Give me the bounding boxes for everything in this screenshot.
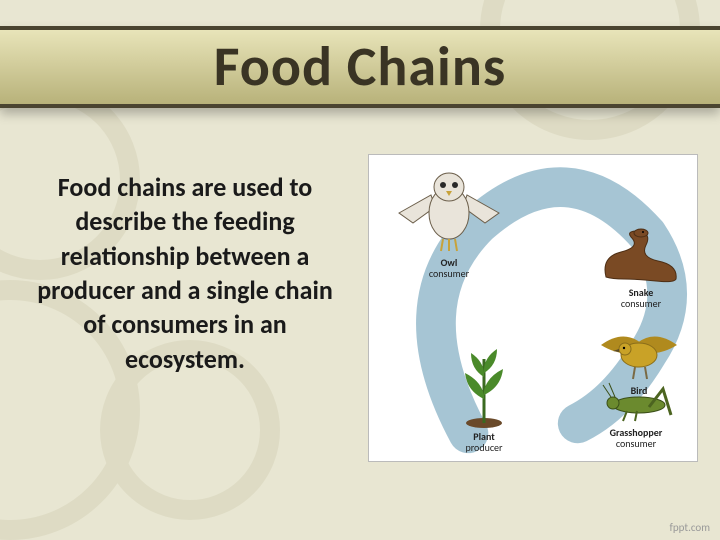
footer-credit: fppt.com xyxy=(670,521,710,534)
title-band: Food Chains xyxy=(0,26,720,108)
organism-owl: Owl consumer xyxy=(379,165,519,279)
body-area: Food chains are used to describe the fee… xyxy=(0,150,720,510)
owl-role: consumer xyxy=(379,268,519,279)
snake-icon xyxy=(596,227,686,285)
body-text: Food chains are used to describe the fee… xyxy=(0,150,360,510)
diagram-column: Owl consumer Snake consumer xyxy=(360,150,720,510)
snake-role: consumer xyxy=(591,298,691,309)
organism-snake: Snake consumer xyxy=(591,227,691,309)
plant-icon xyxy=(461,339,507,429)
slide-title: Food Chains xyxy=(214,33,506,101)
organism-plant: Plant producer xyxy=(429,339,539,453)
owl-icon xyxy=(389,165,509,255)
plant-role: producer xyxy=(429,442,539,453)
organism-grasshopper: Grasshopper consumer xyxy=(581,375,691,449)
grasshopper-role: consumer xyxy=(581,438,691,449)
grasshopper-icon xyxy=(593,375,679,425)
food-chain-diagram: Owl consumer Snake consumer xyxy=(368,154,698,462)
